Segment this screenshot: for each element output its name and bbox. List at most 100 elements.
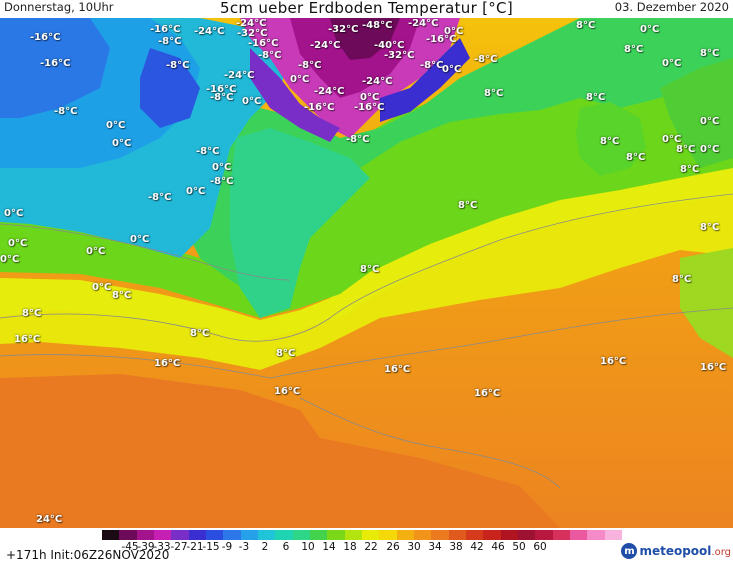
temperature-label: 8°C: [680, 164, 700, 175]
temperature-label: 8°C: [600, 136, 620, 147]
legend-color-swatch: [483, 530, 501, 540]
color-legend-bar: [102, 530, 622, 540]
temperature-label: 16°C: [14, 334, 41, 345]
legend-color-swatch: [292, 530, 310, 540]
legend-color-swatch: [396, 530, 414, 540]
temperature-label: -24°C: [194, 26, 225, 37]
legend-color-swatch: [188, 530, 206, 540]
legend-tick-label: -15: [202, 541, 220, 553]
temperature-label: -32°C: [237, 28, 268, 39]
temperature-label: -24°C: [408, 18, 439, 29]
temperature-label: 8°C: [22, 308, 42, 319]
temperature-label: 8°C: [276, 348, 296, 359]
brand-name: meteopool: [639, 544, 712, 558]
temperature-label: 8°C: [624, 44, 644, 55]
legend-color-swatch: [344, 530, 362, 540]
temperature-label: 8°C: [360, 264, 380, 275]
temperature-label: 0°C: [290, 74, 310, 85]
legend-tick-label: 22: [364, 541, 378, 553]
temperature-label: -16°C: [40, 58, 71, 69]
brand-logo[interactable]: m meteopool.org: [621, 543, 731, 559]
legend-color-swatch: [309, 530, 328, 540]
temperature-label: 0°C: [0, 254, 20, 265]
forecast-date: 03. Dezember 2020: [614, 0, 729, 14]
temperature-label: -32°C: [384, 50, 415, 61]
legend-color-swatch: [569, 530, 588, 540]
brand-suffix: .org: [711, 547, 731, 558]
legend-tick-label: -39: [137, 541, 155, 553]
legend-color-swatch: [275, 530, 293, 540]
temperature-label: -16°C: [354, 102, 385, 113]
temperature-label: 0°C: [130, 234, 150, 245]
temperature-label: 0°C: [186, 186, 206, 197]
legend-tick-label: -3: [238, 541, 250, 553]
temperature-label: -8°C: [210, 92, 234, 103]
temperature-label: 0°C: [700, 144, 720, 155]
temperature-label: -16°C: [426, 34, 457, 45]
temperature-label: -8°C: [148, 192, 172, 203]
temperature-label: 8°C: [626, 152, 646, 163]
temperature-label: -8°C: [474, 54, 498, 65]
temperature-label: 0°C: [86, 246, 106, 257]
temperature-label: -32°C: [328, 24, 359, 35]
temperature-label: 8°C: [700, 222, 720, 233]
legend-tick-label: -45: [121, 541, 139, 553]
temperature-label: -48°C: [362, 20, 393, 31]
temperature-label: -24°C: [362, 76, 393, 87]
temperature-label: 0°C: [444, 26, 464, 37]
map-header: Donnerstag, 10Uhr 5cm ueber Erdboden Tem…: [0, 0, 733, 18]
temperature-label: -24°C: [224, 70, 255, 81]
temperature-label: -16°C: [30, 32, 61, 43]
temperature-label: 0°C: [662, 58, 682, 69]
legend-tick-label: 2: [261, 541, 269, 553]
temperature-label: 8°C: [112, 290, 132, 301]
temperature-label: 8°C: [458, 200, 478, 211]
temperature-label: 16°C: [384, 364, 411, 375]
temperature-label: -8°C: [196, 146, 220, 157]
legend-color-swatch: [240, 530, 258, 540]
legend-color-swatch: [361, 530, 380, 540]
temperature-label: -40°C: [374, 40, 405, 51]
temperature-label: -24°C: [310, 40, 341, 51]
legend-color-swatch: [535, 530, 553, 540]
legend-color-swatch: [465, 530, 484, 540]
temperature-label: 0°C: [8, 238, 28, 249]
temperature-label: -16°C: [248, 38, 279, 49]
temperature-label: -24°C: [314, 86, 345, 97]
legend-tick-label: 14: [322, 541, 336, 553]
temperature-label: -8°C: [210, 176, 234, 187]
temperature-label: 0°C: [662, 134, 682, 145]
legend-color-swatch: [552, 530, 570, 540]
temperature-label: -24°C: [236, 18, 267, 29]
temperature-label: -16°C: [150, 24, 181, 35]
legend-tick-label: 38: [449, 541, 463, 553]
legend-color-swatch: [119, 530, 137, 540]
legend-color-swatch: [517, 530, 536, 540]
temperature-label: -8°C: [54, 106, 78, 117]
legend-tick-label: 26: [386, 541, 400, 553]
map-title: 5cm ueber Erdboden Temperatur [°C]: [220, 0, 513, 17]
temperature-label: 0°C: [242, 96, 262, 107]
temperature-label: 8°C: [586, 92, 606, 103]
legend-color-swatch: [102, 530, 120, 540]
legend-tick-label: 60: [533, 541, 547, 553]
legend-tick-label: -27: [170, 541, 188, 553]
forecast-day-time: Donnerstag, 10Uhr: [4, 0, 114, 14]
color-legend-ticks: -45 -39 -33 -27 -21 -15 -9 -3 2 6 10 14 18 22 26 30 34 38…: [102, 541, 622, 555]
temperature-label: -16°C: [206, 84, 237, 95]
temperature-field: [0, 18, 733, 528]
legend-color-swatch: [205, 530, 224, 540]
temperature-label: 16°C: [154, 358, 181, 369]
temperature-label: -8°C: [346, 134, 370, 145]
legend-color-swatch: [136, 530, 154, 540]
legend-color-swatch: [500, 530, 518, 540]
legend-tick-label: 10: [301, 541, 315, 553]
temperature-label: -8°C: [258, 50, 282, 61]
temperature-label: -8°C: [298, 60, 322, 71]
temperature-label: 0°C: [700, 116, 720, 127]
temperature-label: 0°C: [360, 92, 380, 103]
legend-tick-label: 6: [282, 541, 290, 553]
legend-tick-label: 50: [512, 541, 526, 553]
temperature-label: 0°C: [106, 120, 126, 131]
legend-color-swatch: [413, 530, 432, 540]
